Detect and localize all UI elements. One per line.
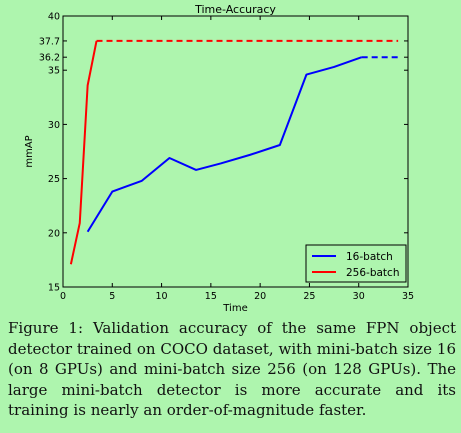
legend: 16-batch 256-batch xyxy=(305,244,407,283)
x-tick-label: 15 xyxy=(205,291,217,302)
x-tick-label: 20 xyxy=(254,291,266,302)
x-tick-label: 0 xyxy=(60,291,66,302)
x-tick-label: 35 xyxy=(402,291,414,302)
y-tick-label: 20 xyxy=(48,228,60,239)
y-tick-label: 25 xyxy=(48,174,60,185)
axis-ticks: 0 5 10 15 20 25 30 35 15 20 25 30 35 36.2 37.7 40 xyxy=(39,12,414,303)
legend-box xyxy=(305,244,407,283)
chart-title: Time-Accuracy xyxy=(194,3,276,16)
y-tick-label: 37.7 xyxy=(39,36,60,47)
y-axis-label: mmAP xyxy=(24,135,35,167)
y-tick-label: 30 xyxy=(48,120,60,131)
plot-frame xyxy=(62,15,409,288)
y-tick-label: 36.2 xyxy=(39,53,60,64)
series-line-16-batch xyxy=(86,56,363,233)
legend-label-16-batch: 16-batch xyxy=(346,251,393,263)
y-tick-label: 15 xyxy=(48,283,60,294)
series-line-256-batch xyxy=(69,40,98,265)
legend-label-256-batch: 256-batch xyxy=(346,267,399,279)
figure-caption: Figure 1: Validation accuracy of the sam… xyxy=(8,319,456,420)
x-tick-label: 10 xyxy=(156,291,168,302)
y-tick-label: 40 xyxy=(48,12,60,23)
x-tick-label: 25 xyxy=(303,291,315,302)
y-tick-label: 35 xyxy=(48,66,60,77)
series-lines xyxy=(69,39,399,265)
time-accuracy-chart: Time-Accuracy Time mmAP 0 5 10 15 20 25 30 35 15… xyxy=(24,3,414,314)
x-axis-label: Time xyxy=(222,303,247,314)
x-tick-label: 30 xyxy=(353,291,365,302)
x-tick-label: 5 xyxy=(109,291,115,302)
